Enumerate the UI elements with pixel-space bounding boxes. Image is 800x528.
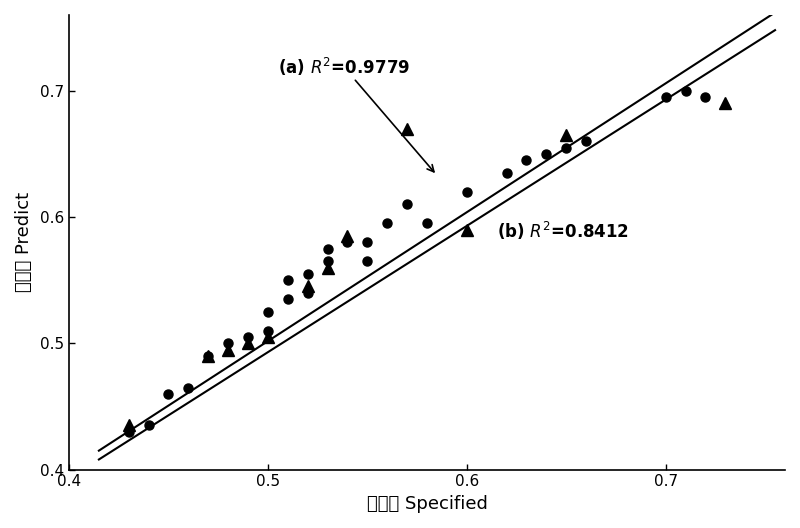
Y-axis label: 预测値 Predict: 预测値 Predict [15,192,33,293]
X-axis label: 化学値 Specified: 化学値 Specified [366,495,487,513]
Text: (b) $R^2$=0.8412: (b) $R^2$=0.8412 [497,220,629,242]
Text: (a) $R^2$=0.9779: (a) $R^2$=0.9779 [278,56,434,172]
